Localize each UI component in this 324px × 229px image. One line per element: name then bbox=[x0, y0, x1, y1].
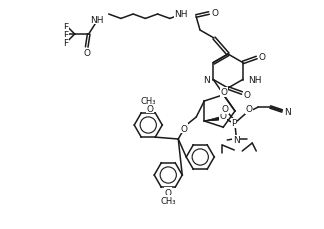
Text: CH₃: CH₃ bbox=[160, 196, 176, 205]
Text: O: O bbox=[147, 104, 154, 113]
Polygon shape bbox=[204, 117, 221, 121]
Text: NH: NH bbox=[175, 9, 188, 18]
Text: P: P bbox=[232, 119, 237, 128]
Text: O: O bbox=[220, 112, 227, 121]
Text: N: N bbox=[284, 108, 291, 117]
Text: O: O bbox=[258, 53, 265, 62]
Text: O: O bbox=[222, 105, 229, 114]
Text: O: O bbox=[244, 90, 250, 99]
Text: NH: NH bbox=[90, 15, 104, 25]
Text: N: N bbox=[203, 76, 210, 85]
Text: O: O bbox=[221, 88, 228, 97]
Text: O: O bbox=[246, 105, 253, 114]
Text: F: F bbox=[63, 38, 68, 47]
Text: O: O bbox=[212, 8, 218, 17]
Text: F: F bbox=[63, 30, 68, 39]
Text: O: O bbox=[165, 188, 172, 197]
Text: N: N bbox=[233, 136, 240, 145]
Text: CH₃: CH₃ bbox=[141, 96, 156, 105]
Text: O: O bbox=[181, 124, 188, 133]
Text: O: O bbox=[83, 49, 90, 58]
Text: F: F bbox=[63, 22, 68, 31]
Text: NH: NH bbox=[248, 76, 261, 85]
